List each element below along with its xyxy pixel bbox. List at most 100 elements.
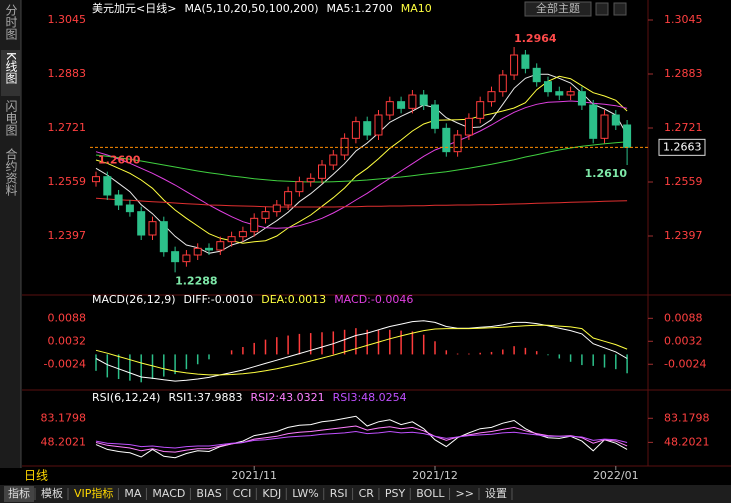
candle-body [600, 114, 609, 139]
y-tick-label: 0.0032 [664, 334, 703, 347]
indicator-line [95, 320, 628, 382]
candle-body [227, 236, 236, 243]
price-annotation: 1.2610 [585, 167, 628, 180]
candle-body [318, 164, 326, 179]
tab-active [4, 486, 34, 502]
candle-body [125, 204, 134, 213]
tab[interactable]: 设置 [485, 487, 507, 500]
candle-body [408, 94, 417, 109]
price-annotation: 1.2964 [514, 32, 557, 45]
dropdown-icon[interactable] [595, 2, 609, 16]
y-tick-label: -0.0024 [664, 357, 706, 370]
tab[interactable]: MACD [152, 487, 185, 500]
candle-body [566, 91, 575, 96]
candle-body [544, 81, 552, 93]
sidebar-item[interactable]: 分时图 [4, 4, 18, 40]
tab[interactable]: LW% [292, 487, 318, 500]
candle-body [114, 194, 123, 206]
theme-label[interactable]: 全部主题 [536, 1, 580, 15]
candle-body [193, 247, 202, 256]
candle-body [487, 91, 496, 103]
y-tick-label: 1.3045 [48, 13, 87, 26]
sidebar-item[interactable]: 合约资料 [4, 147, 18, 196]
legend-text: DIFF:-0.0010 [184, 293, 254, 306]
indicator-line [95, 141, 628, 183]
last-price-label: 1.2663 [663, 140, 702, 153]
legend-text: RSI1:37.9883 [168, 391, 242, 404]
candle-body [623, 124, 632, 148]
tab[interactable]: PSY [385, 487, 406, 500]
legend-text: MACD:-0.0046 [334, 293, 413, 306]
tab[interactable]: >> [456, 487, 474, 500]
tab[interactable]: 模板 [41, 486, 63, 500]
candle-body [92, 176, 100, 183]
candle-body [510, 54, 519, 76]
y-tick-label: 0.0032 [48, 334, 87, 347]
x-tick-label: 2021/11 [231, 469, 277, 482]
legend-text: RSI3:48.0254 [333, 391, 407, 404]
indicator-line [95, 197, 628, 208]
tab[interactable]: MA [124, 487, 141, 500]
candle-body [532, 67, 541, 83]
candle-body [306, 177, 315, 183]
tab[interactable]: BIAS [196, 487, 221, 500]
sidebar [0, 0, 21, 468]
candle-body [216, 241, 225, 251]
candle-body [385, 101, 394, 116]
candle-body [261, 211, 270, 219]
y-tick-label: -0.0024 [44, 357, 86, 370]
tab[interactable]: CCI [233, 487, 252, 500]
candle-body [464, 117, 473, 136]
y-tick-label: 0.0088 [48, 311, 87, 324]
legend-text: DEA:0.0013 [261, 293, 326, 306]
theme-box[interactable] [524, 1, 592, 17]
tab[interactable]: RSI [330, 487, 348, 500]
indicator-line [95, 425, 628, 453]
tab-bar [0, 485, 731, 503]
y-tick-label: 1.2883 [48, 67, 87, 80]
price-annotation: 1.2288 [175, 274, 217, 287]
y-tick-label: 1.2883 [664, 67, 703, 80]
candle-body [521, 54, 530, 69]
y-tick-label: 83.1798 [664, 411, 710, 424]
candle-body [589, 104, 598, 139]
x-tick-label: 2021/12 [412, 469, 458, 482]
tab[interactable]: CR [359, 487, 375, 500]
indicator-line [95, 430, 628, 449]
legend-text: RSI2:43.0321 [251, 391, 325, 404]
y-tick-label: 1.2397 [48, 229, 87, 242]
y-tick-label: 1.2397 [664, 229, 703, 242]
candle-body [137, 211, 146, 236]
candle-body [555, 91, 564, 96]
candle-body [103, 176, 112, 196]
indicator-line [95, 75, 628, 244]
x-tick-label: 2022/01 [593, 469, 639, 482]
candle-body [363, 121, 372, 136]
candle-body [148, 221, 157, 236]
legend-text: MA10 [401, 2, 432, 15]
period-label[interactable]: 日线 [24, 469, 48, 483]
y-tick-label: 0.0088 [664, 311, 703, 324]
candle-body [250, 217, 259, 233]
candle-body [476, 101, 485, 119]
y-tick-label: 48.2021 [41, 435, 87, 448]
settings-icon[interactable] [613, 2, 627, 16]
candle-body [159, 221, 168, 253]
indicator-line [95, 324, 628, 376]
candle-body [171, 251, 180, 263]
tab[interactable]: BOLL [416, 487, 445, 500]
candle-body [611, 114, 620, 126]
candle-body [238, 231, 247, 238]
candle-body [340, 137, 349, 156]
chart-title: 美元加元<日线> [92, 1, 176, 15]
last-price-box [658, 138, 706, 156]
tab[interactable]: 指标 [8, 486, 30, 500]
candle-body [397, 101, 406, 109]
tab[interactable]: VIP指标 [74, 486, 113, 500]
sidebar-item[interactable]: K线图 [4, 52, 18, 84]
legend-text: RSI(6,12,24) [92, 391, 160, 404]
legend-text: MA5:1.2700 [327, 2, 393, 15]
sidebar-item[interactable]: 闪电图 [4, 100, 18, 136]
tab[interactable]: KDJ [262, 487, 281, 500]
